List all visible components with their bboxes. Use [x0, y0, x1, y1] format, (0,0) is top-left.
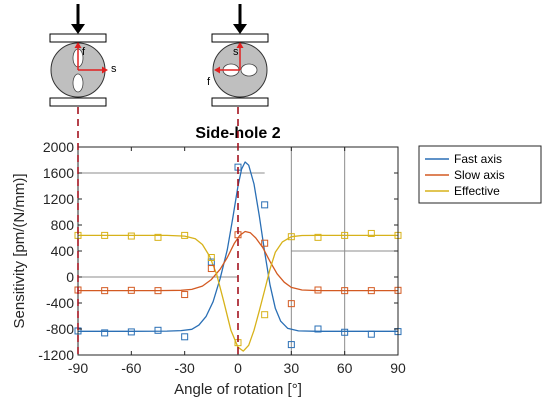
- fast-axis-curve: [78, 161, 398, 332]
- data-point: [154, 233, 162, 241]
- arrow-head: [236, 42, 244, 48]
- data-point: [367, 287, 375, 295]
- data-point: [127, 232, 135, 240]
- data-point: [154, 287, 162, 295]
- arrow-head: [102, 66, 108, 74]
- data-point: [261, 311, 269, 319]
- data-point: [341, 231, 349, 239]
- data-point: [261, 239, 269, 247]
- top-plate: [211, 33, 269, 43]
- data-point: [181, 231, 189, 239]
- force-arrow-head: [233, 24, 247, 34]
- slow-axis-curve: [78, 230, 398, 292]
- data-point: [314, 286, 322, 294]
- y-tick-label: 1600: [43, 165, 74, 181]
- data-point: [127, 286, 135, 294]
- data-point: [367, 330, 375, 338]
- data-point: [207, 265, 215, 273]
- x-axis-label: Angle of rotation [°]: [174, 381, 302, 398]
- y-tick-label: 1200: [43, 191, 74, 207]
- left-label-f: f: [82, 46, 86, 58]
- side-hole-bottom: [72, 73, 84, 93]
- left-label-s: s: [111, 63, 117, 75]
- data-point: [101, 287, 109, 295]
- right-label-f: f: [207, 76, 211, 88]
- data-point: [154, 326, 162, 334]
- bottom-plate: [49, 97, 107, 107]
- legend-entry-slow-axis: Slow axis: [454, 168, 505, 182]
- data-point: [181, 333, 189, 341]
- data-point: [287, 341, 295, 349]
- data-point: [101, 329, 109, 337]
- x-tick-label: -60: [121, 360, 141, 376]
- data-point: [287, 300, 295, 308]
- y-tick-label: -800: [46, 321, 74, 337]
- y-tick-label: -1200: [38, 347, 74, 363]
- y-tick-label: 2000: [43, 139, 74, 155]
- y-axis-label: Sensitivity [pm/(N/mm)]: [11, 173, 28, 328]
- data-point: [287, 233, 295, 241]
- legend-entry-fast-axis: Fast axis: [454, 152, 502, 166]
- legend-entry-effective: Effective: [454, 184, 500, 198]
- data-point: [367, 229, 375, 237]
- x-tick-label: 60: [337, 360, 353, 376]
- top-plate: [49, 33, 107, 43]
- x-tick-label: -90: [68, 360, 88, 376]
- fiber-diagrams: f s s f: [49, 4, 269, 107]
- data-point: [207, 254, 215, 261]
- x-tick-label: 0: [234, 360, 242, 376]
- force-arrow-head: [71, 24, 85, 34]
- y-tick-label: 0: [66, 269, 74, 285]
- legend: Fast axis Slow axis Effective: [418, 145, 542, 204]
- arrow-head: [214, 66, 220, 74]
- data-point: [341, 328, 349, 336]
- data-point: [127, 328, 135, 336]
- x-tick-label: 30: [284, 360, 300, 376]
- side-hole-right: [240, 63, 258, 77]
- bottom-plate: [211, 97, 269, 107]
- y-tick-label: 800: [51, 217, 75, 233]
- effective-curve: [78, 234, 398, 352]
- y-tick-label: 400: [51, 243, 75, 259]
- y-tick-label: -400: [46, 295, 74, 311]
- right-label-s: s: [233, 46, 239, 58]
- data-point: [341, 287, 349, 295]
- plot-area: -90 -60 -30 0 30 60 90 -1200 -800 -400 0 400 800 1200…: [11, 107, 406, 398]
- x-tick-label: -30: [175, 360, 195, 376]
- data-point: [101, 231, 109, 239]
- left-fiber-diagram: f s: [49, 4, 117, 107]
- right-fiber-diagram: s f: [207, 4, 269, 107]
- data-point: [314, 233, 322, 241]
- data-point: [314, 325, 322, 333]
- data-point: [181, 291, 189, 299]
- data-point: [261, 201, 269, 209]
- x-tick-label: 90: [390, 360, 406, 376]
- arrow-head: [74, 42, 82, 48]
